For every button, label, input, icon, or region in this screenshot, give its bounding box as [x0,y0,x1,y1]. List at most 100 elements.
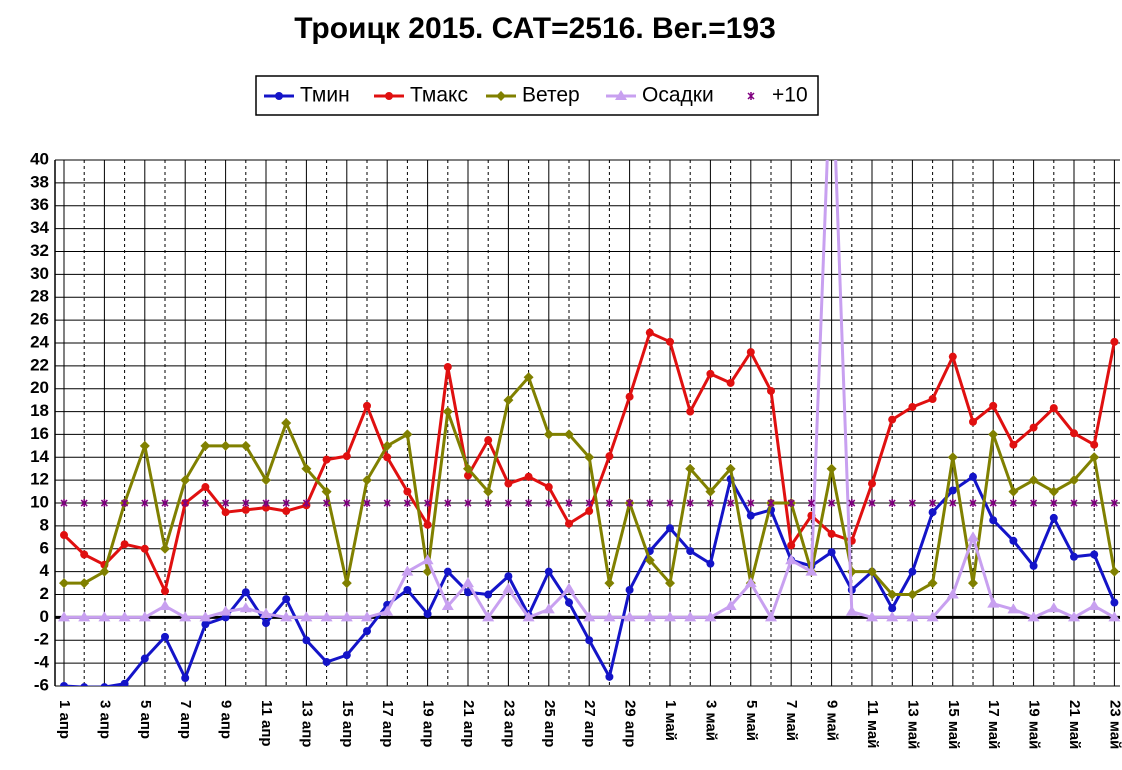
x-tick-label: 25 апр [541,700,558,747]
y-tick-label: 24 [30,332,49,351]
x-tick-label: 13 май [904,700,921,749]
chart-title: Троицк 2015. САТ=2516. Вег.=193 [294,12,776,45]
marker [80,550,89,559]
marker [280,611,293,622]
marker [744,577,757,588]
marker [300,611,313,622]
marker [666,499,674,508]
marker [826,463,837,474]
marker [241,588,250,597]
marker [625,392,634,401]
marker [564,429,574,440]
y-tick-label: 0 [40,607,49,626]
marker [543,429,554,440]
marker [98,611,111,622]
marker [867,566,877,577]
marker [139,440,150,451]
marker [220,440,231,451]
marker [323,499,331,508]
marker [705,486,716,497]
marker [888,415,897,424]
marker [563,582,575,593]
y-tick-label: 28 [30,287,49,306]
marker [1050,499,1058,508]
grid [54,159,1120,687]
x-tick-label: 15 май [945,700,962,749]
marker [221,508,230,517]
marker [79,578,90,589]
marker [262,619,270,628]
y-tick-label: -2 [34,630,49,649]
legend-label: +10 [772,84,808,107]
marker [615,90,627,100]
marker [464,499,472,508]
marker [503,395,514,406]
marker [968,578,978,589]
y-tick-label: 22 [30,355,49,374]
marker [281,418,292,428]
marker [845,605,858,616]
marker [987,597,1000,608]
x-tick-label: 1 апр [56,700,73,739]
series-layer [58,160,1121,686]
x-tick-label: 11 май [864,700,881,749]
x-tick-label: 11 апр [258,700,275,747]
marker [180,475,191,486]
marker [565,519,573,528]
marker [161,499,169,508]
marker [1048,486,1059,497]
marker [181,673,190,682]
marker [522,611,535,622]
x-tick-label: 23 май [1106,700,1122,749]
marker [161,587,169,596]
marker [100,499,108,508]
y-tick-label: 14 [30,447,49,466]
marker [341,578,352,589]
x-tick-label: 15 апр [339,700,356,747]
marker [726,378,735,387]
marker [603,611,616,622]
marker [926,611,939,622]
y-tick-label: 8 [40,515,49,534]
marker [948,352,957,361]
marker [483,486,494,497]
marker [785,554,798,565]
marker [362,475,372,486]
marker [482,611,495,622]
marker [401,565,414,576]
marker [504,499,512,508]
x-tick-label: 3 апр [96,700,113,739]
x-tick-label: 7 май [783,700,800,741]
y-tick-label: 20 [30,378,49,397]
marker [584,452,595,463]
marker [200,440,211,451]
x-tick-label: 21 май [1066,700,1083,749]
marker [746,511,755,520]
legend-label: Тмин [300,84,350,107]
marker [262,499,270,508]
marker [644,555,655,566]
marker [666,524,674,533]
y-tick-label: 4 [40,561,50,580]
marker [80,683,89,686]
x-tick-label: 9 апр [218,700,235,739]
marker [383,499,391,508]
marker [946,588,959,599]
marker [1110,337,1119,346]
marker [684,611,697,622]
marker [706,559,715,568]
marker [78,611,91,622]
marker [585,499,593,508]
marker [443,362,452,371]
marker [1068,611,1080,622]
marker [907,589,918,600]
marker [645,328,654,337]
marker [1070,429,1078,438]
marker [866,611,878,622]
marker [140,544,149,553]
y-tick-label: 2 [40,584,49,603]
marker [828,499,836,508]
marker [444,499,452,508]
x-tick-label: 19 апр [420,700,437,747]
marker [464,588,472,597]
